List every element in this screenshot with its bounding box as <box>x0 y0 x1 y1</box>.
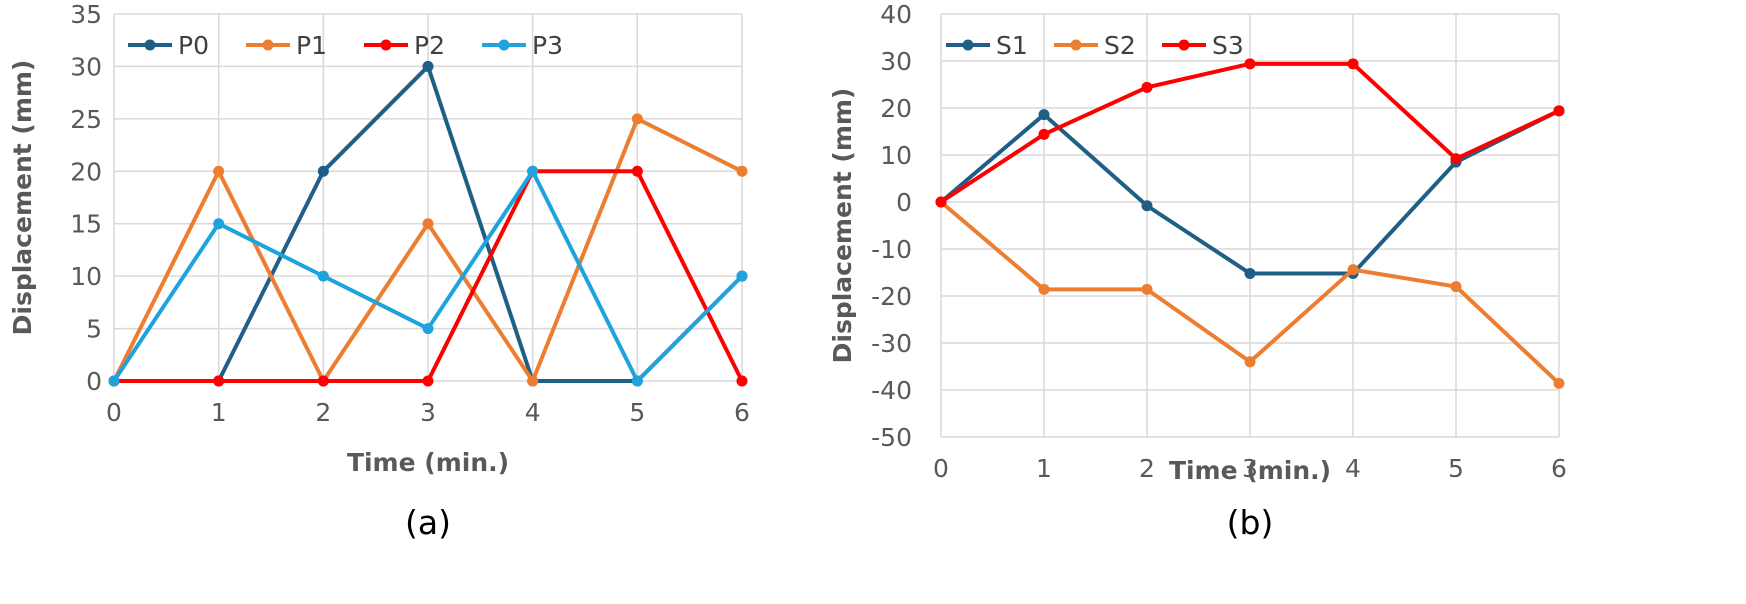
data-point-s1 <box>1038 109 1050 121</box>
x-tick-label: 1 <box>1036 454 1052 483</box>
legend-swatch-marker <box>498 39 510 51</box>
x-tick-label: 5 <box>629 398 645 427</box>
x-tick-label: 1 <box>211 398 227 427</box>
data-point-s3 <box>1450 153 1462 165</box>
x-tick-label: 3 <box>1242 454 1258 483</box>
data-point-p2 <box>213 375 225 387</box>
y-tick-label: 0 <box>896 188 912 217</box>
data-point-p2 <box>317 375 329 387</box>
data-point-p1 <box>213 165 225 177</box>
data-point-p3 <box>736 270 748 282</box>
chart-panel-a: 0 5 10 15 20 25 30 35 0 1 2 3 4 5 6 P0 P1 P2 P3 Time (min.)… <box>8 0 750 542</box>
x-tick-label: 3 <box>420 398 436 427</box>
data-point-s3 <box>1141 81 1153 93</box>
x-tick-label: 2 <box>315 398 331 427</box>
y-tick-label: 30 <box>880 47 912 76</box>
data-point-s3 <box>1553 105 1565 117</box>
y-tick-label: -40 <box>871 376 912 405</box>
y-tick-label: 30 <box>70 52 102 81</box>
data-point-s3 <box>1244 58 1256 70</box>
data-point-s1 <box>1244 267 1256 279</box>
y-tick-label: -20 <box>871 282 912 311</box>
data-point-p0 <box>422 60 434 72</box>
y-axis-title: Displacement (mm) <box>828 88 857 364</box>
data-point-p3 <box>422 323 434 335</box>
legend-label: P2 <box>414 31 445 60</box>
legend-label: S2 <box>1104 31 1136 60</box>
x-axis-title: Time (min.) <box>1169 456 1331 485</box>
x-axis-title: Time (min.) <box>347 448 509 477</box>
legend-label: P1 <box>296 31 327 60</box>
data-point-s2 <box>1553 377 1565 389</box>
data-point-p3 <box>108 375 120 387</box>
y-tick-label: 0 <box>86 367 102 396</box>
data-point-p1 <box>736 165 748 177</box>
data-point-p1 <box>631 113 643 125</box>
data-point-p3 <box>213 218 225 230</box>
legend-item-p3: P3 <box>482 31 563 60</box>
panel-caption: (a) <box>405 503 451 542</box>
legend-item-s3: S3 <box>1162 31 1244 60</box>
data-point-p3 <box>527 165 539 177</box>
legend-item-p1: P1 <box>246 31 327 60</box>
y-tick-label: 35 <box>70 0 102 29</box>
legend-item-s2: S2 <box>1054 31 1136 60</box>
x-tick-label: 2 <box>1139 454 1155 483</box>
y-tick-label: 25 <box>70 105 102 134</box>
legend-swatch-marker <box>1178 39 1190 51</box>
y-tick-label: 10 <box>880 141 912 170</box>
legend-swatch-marker <box>380 39 392 51</box>
data-point-s2 <box>1038 283 1050 295</box>
data-point-p1 <box>422 218 434 230</box>
data-point-p2 <box>631 165 643 177</box>
y-tick-label: -30 <box>871 329 912 358</box>
x-tick-label: 6 <box>1551 454 1567 483</box>
y-axis-title: Displacement (mm) <box>8 60 37 336</box>
legend-swatch-marker <box>962 39 974 51</box>
x-tick-label: 4 <box>1345 454 1361 483</box>
legend-item-s1: S1 <box>946 31 1028 60</box>
legend-label: S3 <box>1212 31 1244 60</box>
panel-caption: (b) <box>1227 503 1274 542</box>
data-point-p3 <box>317 270 329 282</box>
data-point-p1 <box>527 375 539 387</box>
data-point-s3 <box>1038 128 1050 140</box>
data-point-s2 <box>1450 281 1462 293</box>
y-tick-label: 5 <box>86 315 102 344</box>
y-tick-label: 40 <box>880 0 912 29</box>
y-tick-label: -10 <box>871 235 912 264</box>
data-point-s2 <box>1244 356 1256 368</box>
legend-item-p2: P2 <box>364 31 445 60</box>
legend-swatch-marker <box>1070 39 1082 51</box>
legend-label: P0 <box>178 31 209 60</box>
x-tick-label: 6 <box>734 398 750 427</box>
legend-label: S1 <box>996 31 1028 60</box>
y-tick-label: 15 <box>70 210 102 239</box>
x-tick-label: 0 <box>106 398 122 427</box>
x-tick-label: 4 <box>525 398 541 427</box>
x-tick-label: 5 <box>1448 454 1464 483</box>
legend-swatch-marker <box>144 39 156 51</box>
legend-swatch-marker <box>262 39 274 51</box>
legend-item-p0: P0 <box>128 31 209 60</box>
data-point-p2 <box>736 375 748 387</box>
data-point-p3 <box>631 375 643 387</box>
data-point-s2 <box>1347 264 1359 276</box>
y-tick-label: -50 <box>871 423 912 452</box>
y-tick-label: 20 <box>880 94 912 123</box>
x-tick-label: 0 <box>933 454 949 483</box>
chart-panel-b: -50 -40 -30 -20 -10 0 10 20 30 40 0 1 2 3 4 5 6 S1 S2 S3 Tim… <box>828 0 1567 542</box>
data-point-p2 <box>422 375 434 387</box>
legend-label: P3 <box>532 31 563 60</box>
data-point-s2 <box>1141 283 1153 295</box>
y-tick-label: 10 <box>70 262 102 291</box>
data-point-s3 <box>1347 58 1359 70</box>
data-point-s1 <box>1141 200 1153 212</box>
y-tick-label: 20 <box>70 157 102 186</box>
data-point-s3 <box>935 196 947 208</box>
data-point-p0 <box>317 165 329 177</box>
